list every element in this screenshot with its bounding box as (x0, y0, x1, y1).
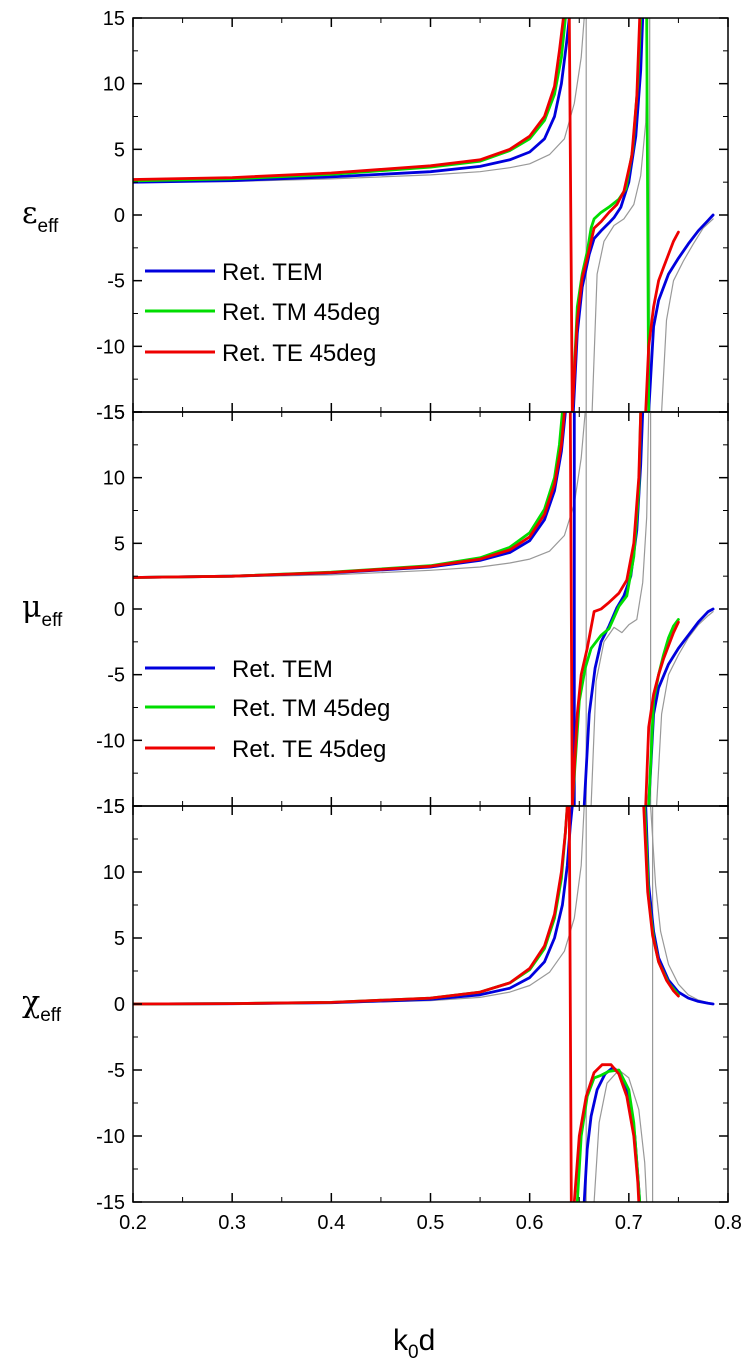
legend-label: Ret. TM 45deg (222, 299, 380, 326)
series-line-ret-tem-seg-2 (644, 806, 715, 1006)
y-tick-label: 15 (103, 402, 125, 424)
y-tick-label: 15 (103, 8, 125, 30)
series-line-ret-tm-45deg-seg-0 (133, 18, 567, 183)
series-line-ret-tem-seg-2 (647, 213, 715, 412)
series-line-ret-te-45deg-seg-2 (570, 18, 642, 412)
series-line-ret-tm-45deg-seg-2 (647, 618, 680, 806)
y-axis-label: εeff (22, 196, 59, 237)
y-tick-label: 5 (114, 139, 125, 161)
y-tick-label: 10 (103, 468, 125, 490)
reference-line-seg-4 (650, 806, 709, 1004)
series-line-ret-te-45deg-seg-1 (567, 806, 573, 1202)
x-tick-label: 0.4 (317, 1212, 345, 1234)
series-line-ret-te-45deg-seg-2 (572, 1063, 641, 1202)
reference-line-seg-0 (133, 806, 585, 1005)
reference-line-seg-4 (656, 611, 714, 806)
legend-label: Ret. TEM (222, 259, 323, 286)
legend-label: Ret. TE 45deg (222, 340, 376, 367)
legend-label: Ret. TM 45deg (232, 695, 390, 722)
series-line-ret-te-45deg-seg-0 (133, 806, 569, 1006)
x-tick-label: 0.3 (218, 1212, 246, 1234)
y-tick-label: 10 (103, 74, 125, 96)
y-tick-label: 0 (114, 205, 125, 227)
series-line-ret-te-45deg-seg-1 (568, 412, 574, 806)
legend-label: Ret. TEM (232, 656, 333, 683)
x-tick-label: 0.6 (516, 1212, 544, 1234)
reference-line-seg-2 (590, 412, 650, 806)
series-line-ret-te-45deg-seg-1 (567, 18, 574, 412)
reference-line-seg-2 (593, 1069, 648, 1202)
x-tick-label: 0.8 (714, 1212, 742, 1234)
y-tick-label: 5 (114, 928, 125, 950)
x-tick-label: 0.5 (417, 1212, 445, 1234)
y-tick-label: -10 (96, 730, 125, 752)
reference-line-seg-4 (661, 218, 714, 412)
series-line-ret-te-45deg-seg-2 (570, 412, 643, 806)
reference-line-seg-0 (133, 412, 586, 579)
y-tick-label: 5 (114, 533, 125, 555)
plot-area (133, 18, 715, 412)
plot-area (133, 412, 715, 806)
y-axis-label: χeff (22, 985, 62, 1026)
legend-label: Ret. TE 45deg (232, 736, 386, 763)
series-line-ret-te-45deg-seg-3 (642, 806, 680, 998)
y-tick-label: -5 (107, 1060, 125, 1082)
x-tick-label: 0.7 (615, 1212, 643, 1234)
y-tick-label: -5 (107, 665, 125, 687)
y-tick-label: -10 (96, 1126, 125, 1148)
y-tick-label: 0 (114, 599, 125, 621)
y-tick-label: -15 (96, 1192, 125, 1214)
x-axis-label: k0d (393, 1324, 435, 1363)
series-line-ret-te-45deg-seg-0 (133, 412, 566, 579)
y-axis-label: μeff (22, 590, 63, 631)
y-tick-label: 15 (103, 796, 125, 818)
y-tick-label: 0 (114, 994, 125, 1016)
series-line-ret-tem-seg-0 (133, 806, 574, 1006)
y-tick-label: 10 (103, 862, 125, 884)
y-tick-label: -15 (96, 402, 125, 424)
y-tick-label: -5 (107, 271, 125, 293)
y-tick-label: -10 (96, 336, 125, 358)
reference-line-seg-0 (133, 18, 585, 183)
series-line-ret-tm-45deg-seg-0 (133, 806, 569, 1006)
reference-line-seg-2 (591, 18, 649, 412)
series-line-ret-te-45deg-seg-0 (133, 18, 565, 181)
series-line-ret-te-45deg-seg-3 (644, 230, 680, 412)
series-line-ret-tem-seg-0 (133, 18, 571, 184)
x-tick-label: 0.2 (119, 1212, 147, 1234)
series-line-ret-tm-45deg-seg-1 (570, 412, 643, 806)
legend: Ret. TEM Ret. TM 45deg Ret. TE 45deg (145, 259, 380, 367)
series-line-ret-tem-seg-3 (647, 607, 715, 806)
panel-3: -15 -10 -5 0 5 10 15 0.2 0.3 0.4 0.5 0.6 0.7 0.8 χeff k… (22, 796, 742, 1363)
y-tick-label: -15 (96, 796, 125, 818)
series-line-ret-te-45deg-seg-3 (644, 620, 680, 806)
legend: Ret. TEM Ret. TM 45deg Ret. TE 45deg (145, 656, 390, 763)
plot-area (133, 806, 715, 1202)
